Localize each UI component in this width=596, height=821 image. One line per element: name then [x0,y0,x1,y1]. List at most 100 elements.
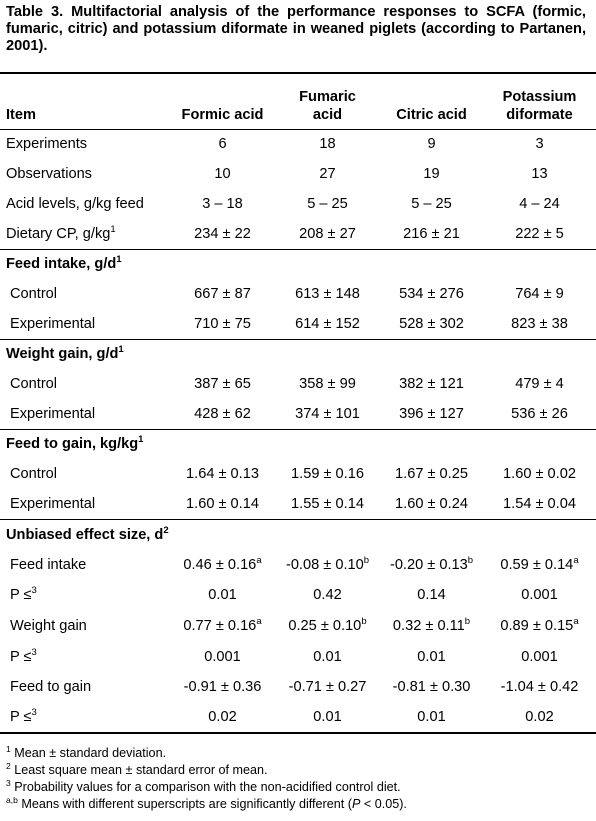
table-cell: -1.04 ± 0.42 [483,672,596,703]
group-title-text: Feed to gain, kg/kg [6,436,139,453]
table-row: P ≤3 0.01 0.42 0.14 0.001 [0,580,596,611]
column-header-text: Formic acid [181,106,264,123]
cell-text: 6 [218,136,227,153]
table-cell: 0.01 [380,641,483,672]
table-row: Observations 10 27 19 13 [0,159,596,189]
cell-text: 0.02 [525,709,554,726]
column-header-text: Citric acid [396,106,467,123]
table-cell: 536 ± 26 [483,399,596,429]
table-cell: 6 [170,129,275,159]
footnote: a,b Means with different superscripts ar… [6,796,407,813]
table-row: Control 387 ± 65 358 ± 99 382 ± 121 479 ± 4 [0,369,596,399]
row-group: Weight gain, g/d1 Control 387 ± 65 358 ± 99… [0,339,596,429]
table-row: Feed to gain -0.91 ± 0.36 -0.71 ± 0.27 -0.8… [0,672,596,703]
table-cell: 1.59 ± 0.16 [275,459,380,489]
cell-text-sup: b [467,554,474,566]
table-cell: 0.001 [483,641,596,672]
table-cell: 1.64 ± 0.13 [170,459,275,489]
row-label-text-sup: 3 [31,585,37,597]
row-label-text: Experimental [10,495,96,512]
table-cell: 234 ± 22 [170,219,275,249]
row-label-text: Control [10,286,58,302]
cell-text: 222 ± 5 [515,225,564,242]
row-label-text: P ≤ [10,709,32,726]
table-cell: 0.01 [275,703,380,734]
table-row: Experimental 1.60 ± 0.14 1.55 ± 0.14 1.60 ±… [0,489,596,519]
cell-text: 1.64 ± 0.13 [186,466,259,482]
table-cell: 4 – 24 [483,189,596,219]
cell-text: 5 – 25 [307,196,348,212]
cell-text: 0.001 [521,648,558,665]
group-title-text: Feed intake, g/d [6,256,117,273]
table-cell: 764 ± 9 [483,279,596,309]
row-label-text-sup: 3 [31,646,37,658]
cell-text: 208 ± 27 [299,225,356,242]
table-cell: 1.60 ± 0.14 [170,489,275,519]
row-label-text: Control [10,376,58,392]
cell-text: 216 ± 21 [403,225,460,242]
cell-text: 764 ± 9 [515,286,564,302]
group-title-row: Feed intake, g/d1 [0,249,596,279]
table-cell: 0.001 [483,580,596,611]
cell-text: 0.02 [208,709,237,726]
table-cell: 823 ± 38 [483,309,596,339]
row-label-text: P ≤ [10,587,32,604]
table-cell: 0.01 [275,641,380,672]
cell-text: 234 ± 22 [194,225,251,242]
cell-text: -0.20 ± 0.13 [389,556,468,573]
table-cell: 0.14 [380,580,483,611]
row-label-text: Experimental [10,315,96,332]
row-label: Control [0,279,170,309]
group-title-text: Unbiased effect size, d [6,526,164,543]
table-cell: -0.71 ± 0.27 [275,672,380,703]
row-label-text-sup: 1 [110,223,116,235]
row-group: Unbiased effect size, d2 Feed intake 0.46 … [0,519,596,734]
table-cell: 0.46 ± 0.16a [170,550,275,581]
cell-text: 10 [214,166,231,182]
cell-text: 528 ± 302 [399,315,464,332]
footnote-text: Probability values for a comparison with… [14,780,401,794]
footnote-text: Mean ± standard deviation. [14,746,167,760]
footnote-text: Means with different superscripts are si… [21,797,352,811]
table-cell: 3 – 18 [170,189,275,219]
cell-text: -0.08 ± 0.10 [285,556,364,573]
column-header: Citric acid [380,73,483,129]
table-cell: 613 ± 148 [275,279,380,309]
column-header: Formic acid [170,73,275,129]
cell-text: 1.60 ± 0.24 [395,495,468,512]
cell-text: 4 – 24 [519,196,560,212]
row-label-text: Observations [6,166,92,182]
table-cell: 0.01 [170,580,275,611]
footnote-text: Least square mean ± standard error of me… [14,763,268,777]
cell-text: 534 ± 276 [399,286,464,302]
table-cell: 479 ± 4 [483,369,596,399]
table-cell: -0.08 ± 0.10b [275,550,380,581]
table-cell: 0.89 ± 0.15a [483,611,596,642]
cell-text-sup: a [256,616,262,628]
cell-text: 0.42 [313,587,342,604]
table-cell: 1.60 ± 0.02 [483,459,596,489]
table-cell: 374 ± 101 [275,399,380,429]
cell-text: 358 ± 99 [299,376,356,392]
table-cell: 0.01 [380,703,483,734]
table-cell: 13 [483,159,596,189]
group-title-row: Unbiased effect size, d2 [0,519,596,550]
cell-text: 1.60 ± 0.02 [503,466,576,482]
row-label-text: Weight gain [10,618,87,635]
table-cell: 1.60 ± 0.24 [380,489,483,519]
row-label-text: Experiments [6,136,88,153]
column-header: Fumaric acid [275,73,380,129]
cell-text: 27 [319,166,336,182]
table-title: Table 3. Multifactorial analysis of the … [6,4,586,54]
column-header-text: Fumaric acid [299,88,356,123]
table-cell: 358 ± 99 [275,369,380,399]
cell-text: -0.71 ± 0.27 [288,679,367,696]
row-label-text: Acid levels, g/kg feed [6,196,144,212]
cell-text: 0.77 ± 0.16 [183,618,257,635]
group-title: Weight gain, g/d1 [0,339,596,369]
row-label-text: Feed intake [10,556,87,573]
row-label: Experimental [0,399,170,429]
cell-text-sup: b [361,616,367,628]
table-header: Item Formic acid Fumaric acid Citric acid Po… [0,73,596,129]
group-title-text: Weight gain, g/d [6,346,119,363]
